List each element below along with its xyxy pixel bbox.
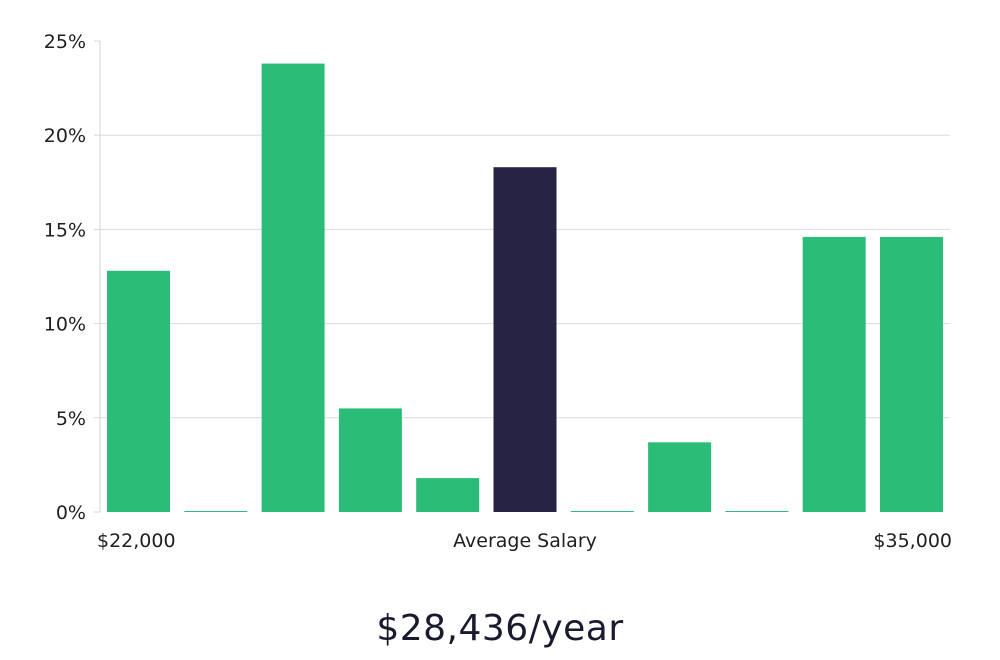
y-tick-label: 10%: [44, 314, 86, 336]
y-tick-label: 5%: [56, 408, 86, 430]
y-tick-label: 15%: [44, 219, 86, 241]
bar: [338, 408, 402, 512]
bar: [416, 478, 480, 512]
y-tick-label: 0%: [56, 502, 86, 524]
bar: [648, 442, 712, 512]
y-axis-ticks: 0% 5% 10% 15% 20% 25%: [44, 31, 100, 524]
bar: [802, 236, 866, 512]
x-axis-title: Average Salary: [453, 530, 597, 552]
average-salary-value: $28,436/year: [376, 608, 624, 649]
bars: [107, 63, 943, 512]
bar: [880, 236, 943, 512]
salary-histogram: 0%5%10%15%20%25% $22,000 Average Salary …: [44, 31, 952, 552]
bar: [570, 511, 634, 512]
bar: [184, 511, 248, 512]
bar: [725, 511, 789, 512]
x-range-min-label: $22,000: [97, 530, 176, 552]
bar: [261, 63, 325, 512]
bar-highlighted: [493, 167, 557, 512]
y-tick-label: 25%: [44, 31, 86, 53]
bar: [107, 270, 170, 512]
y-tick-label: 20%: [44, 125, 86, 147]
x-range-max-label: $35,000: [873, 530, 952, 552]
